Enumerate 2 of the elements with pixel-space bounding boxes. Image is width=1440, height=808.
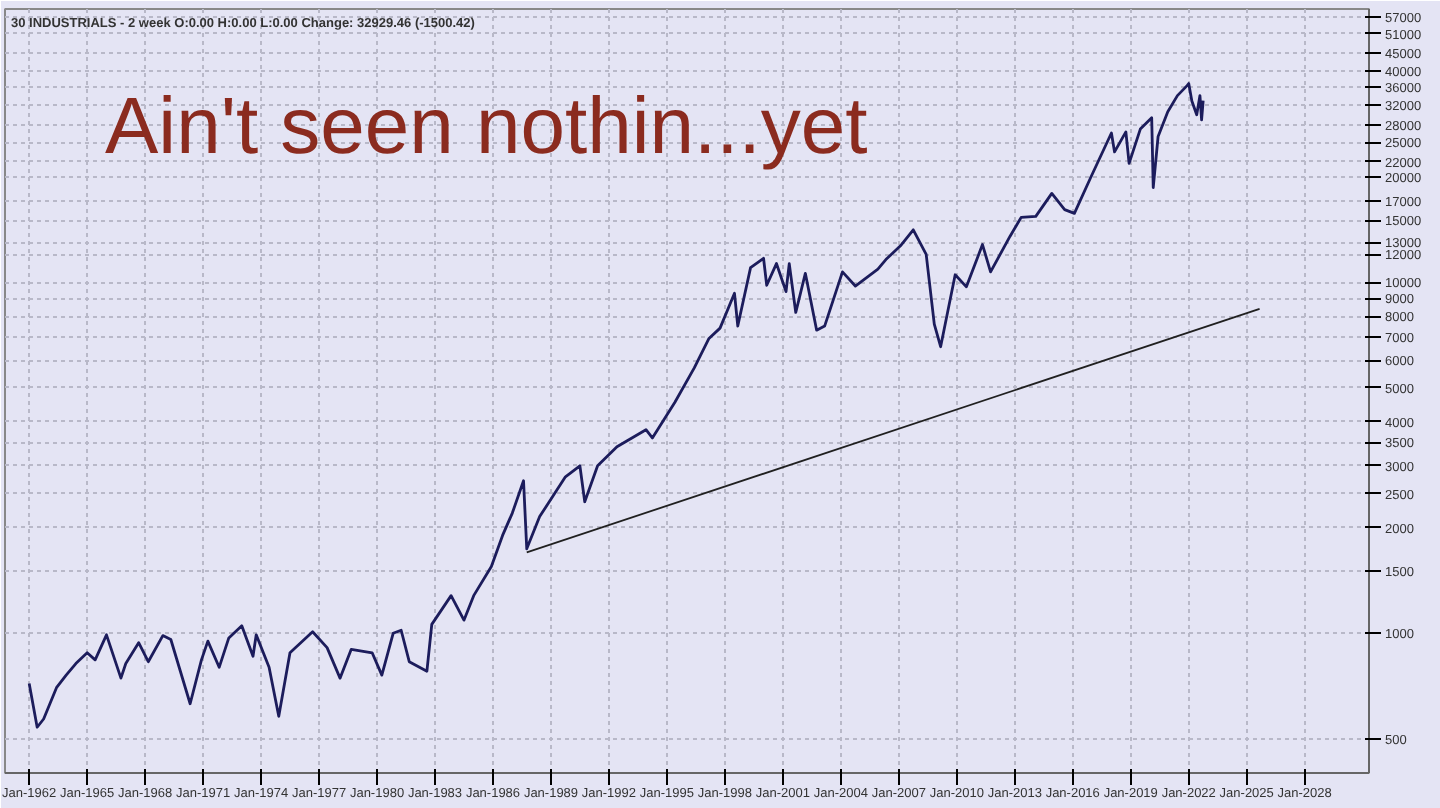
line-series (27, 82, 1205, 729)
text: Ain't seen nothin...yet (105, 83, 868, 171)
